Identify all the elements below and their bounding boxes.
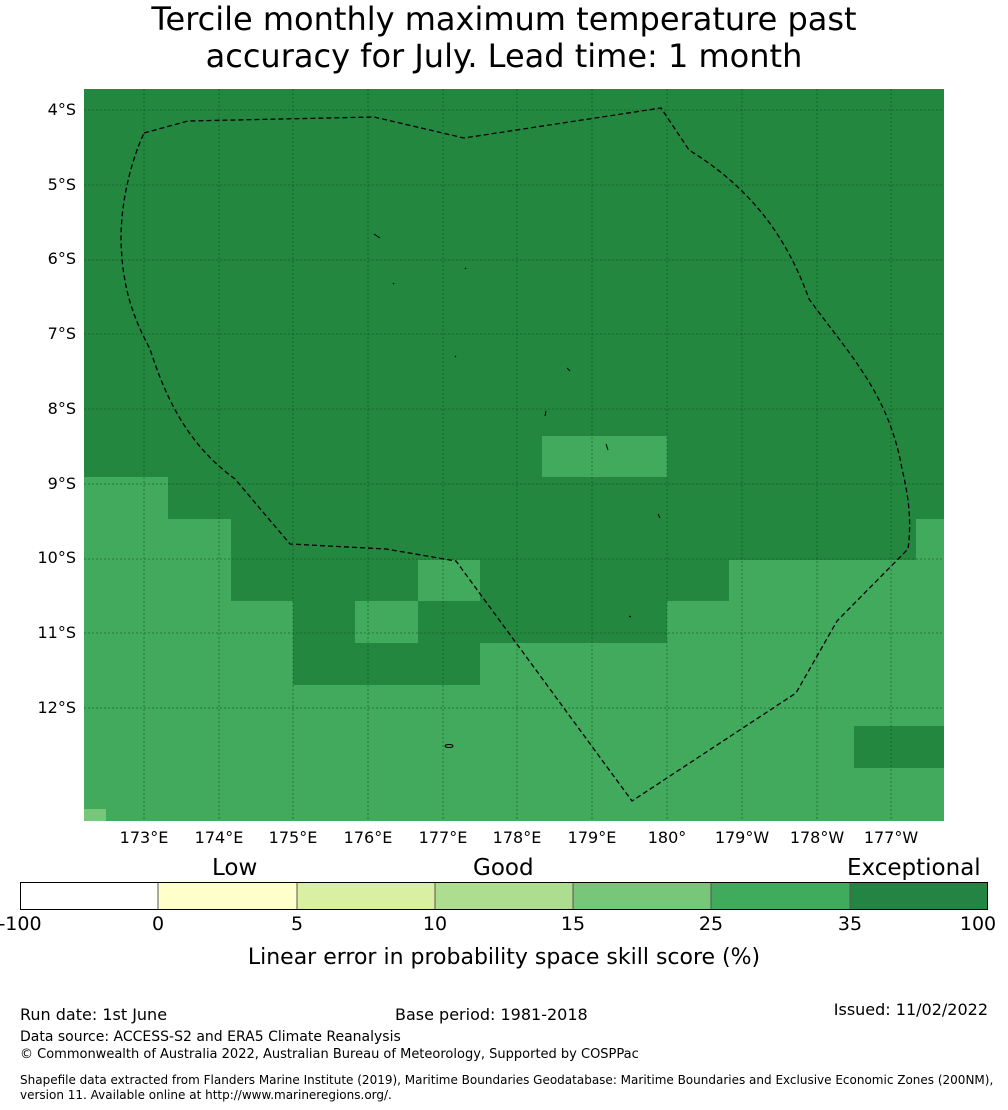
colorbar-tick-0: 0 [151, 913, 165, 935]
lat-label-12s: 12°S [37, 698, 76, 717]
issued-date: Issued: 11/02/2022 [833, 1000, 988, 1019]
cell-25-35-west-block [168, 519, 231, 821]
colorbar-tick-35: 35 [837, 913, 863, 935]
colorbar-border [20, 882, 988, 910]
cell-25-35-east-edge [916, 519, 944, 560]
lon-label-173e: 173°E [119, 828, 169, 847]
cell-exceptional-southeast [854, 726, 944, 768]
data-source: Data source: ACCESS-S2 and ERA5 Climate … [20, 1029, 401, 1045]
lat-label-10s: 10°S [37, 548, 76, 567]
lat-label-8s: 8°S [47, 399, 76, 418]
eez-boundary [120, 107, 911, 802]
skill-grid-cells [84, 89, 944, 821]
lat-label-9s: 9°S [47, 474, 76, 493]
run-date: Run date: 1st June [20, 1005, 168, 1024]
cell-25-35-south-mid [480, 643, 667, 685]
colorbar-bin-0-5 [158, 882, 297, 910]
shapefile-credit-line-2: version 11. Available online at http://w… [20, 1088, 392, 1102]
lat-label-11s: 11°S [37, 623, 76, 642]
islands [373, 233, 661, 748]
cell-25-35-southeast [667, 601, 729, 685]
lon-label-178w: 178°W [789, 828, 845, 847]
map-title-line-2: accuracy for July. Lead time: 1 month [205, 37, 803, 75]
lat-label-5s: 5°S [47, 175, 76, 194]
colorbar-bin-15-25 [573, 882, 711, 910]
cell-15-25-corner [84, 809, 106, 821]
base-period: Base period: 1981-2018 [395, 1005, 588, 1024]
cell-exceptional-south-b [355, 643, 480, 685]
colorbar-tick-15: 15 [560, 913, 586, 935]
colorbar-bin-neg100-0 [20, 882, 158, 910]
lon-label-177e: 177°E [418, 828, 468, 847]
cell-25-35-central-north [542, 436, 667, 477]
lon-label-179w: 179°W [714, 828, 770, 847]
lon-label-176e: 176°E [343, 828, 393, 847]
colorbar-title: Linear error in probability space skill … [247, 945, 761, 970]
copyright: © Commonwealth of Australia 2022, Austra… [20, 1047, 639, 1062]
cell-25-35-west-strip [84, 477, 168, 821]
map-title-line-1: Tercile monthly maximum temperature past [151, 0, 857, 38]
lon-label-180: 180° [647, 828, 687, 847]
colorbar-tick-5: 5 [290, 913, 304, 935]
colorbar-tick-25: 25 [698, 913, 724, 935]
lon-label-179e: 179°E [567, 828, 617, 847]
colorbar-tick-10: 10 [422, 913, 448, 935]
lon-label-175e: 175°E [268, 828, 318, 847]
legend-category-low: Low [212, 855, 258, 881]
skill-colorbar [20, 882, 988, 910]
lat-label-4s: 4°S [47, 100, 76, 119]
cell-25-35-east [729, 560, 944, 821]
graticule-lines [84, 89, 944, 821]
skill-score-map [84, 89, 944, 821]
colorbar-bin-35-100 [850, 882, 988, 910]
lat-label-6s: 6°S [47, 249, 76, 268]
colorbar-bin-5-10 [297, 882, 435, 910]
lon-label-178e: 178°E [492, 828, 542, 847]
lat-label-7s: 7°S [47, 324, 76, 343]
legend-category-good: Good [473, 855, 534, 881]
cell-25-35-center-a [355, 601, 418, 643]
lon-label-177w: 177°W [863, 828, 919, 847]
colorbar-tick-neg100: -100 [0, 913, 42, 935]
colorbar-bin-25-35 [711, 882, 850, 910]
cell-exceptional-south-block [293, 601, 355, 685]
cell-25-35-southwest [231, 601, 293, 821]
shapefile-credit-line-1: Shapefile data extracted from Flanders M… [20, 1073, 994, 1087]
lon-label-174e: 174°E [194, 828, 244, 847]
colorbar-tick-100: 100 [959, 913, 997, 935]
legend-category-exceptional: Exceptional [847, 855, 981, 881]
colorbar-bin-10-15 [435, 882, 573, 910]
